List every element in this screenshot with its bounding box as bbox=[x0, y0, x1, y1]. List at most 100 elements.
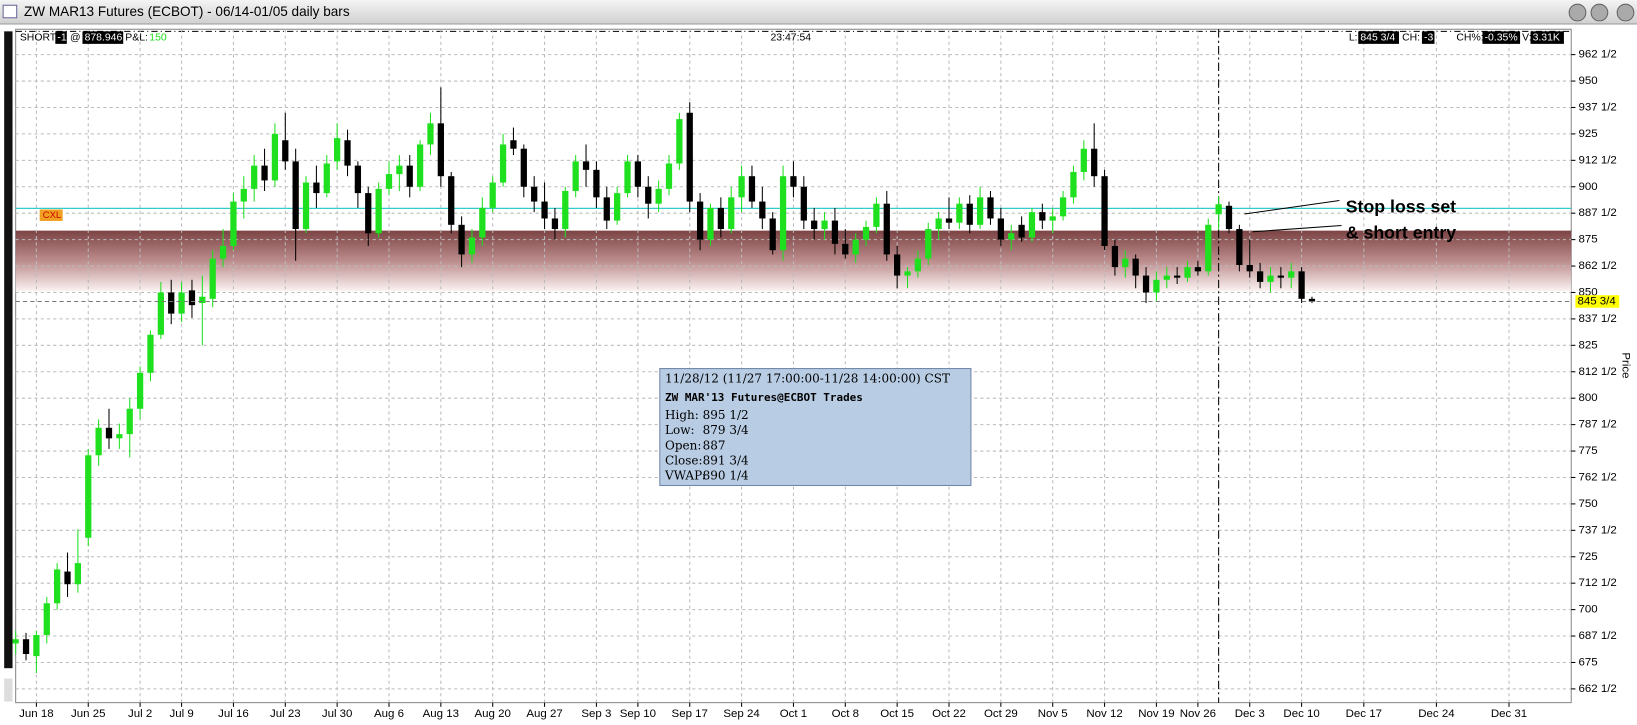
y-tick-label: 762 1/2 bbox=[1579, 472, 1617, 484]
candle-body bbox=[1215, 204, 1222, 215]
x-tick-label: Aug 13 bbox=[423, 708, 459, 720]
candle-body bbox=[1205, 224, 1212, 272]
candle-body bbox=[914, 258, 922, 272]
order-label-box bbox=[39, 209, 63, 221]
candle-body bbox=[448, 176, 455, 225]
candle-body bbox=[1163, 275, 1170, 280]
candle-body bbox=[178, 292, 185, 314]
x-tick-label: Jul 23 bbox=[270, 708, 301, 720]
candle-body bbox=[624, 161, 631, 194]
label-box bbox=[1358, 31, 1399, 44]
candle-body bbox=[551, 218, 559, 230]
candle-body bbox=[904, 271, 911, 276]
tooltip-field-value: 895 1/2 bbox=[703, 408, 749, 422]
candle-body bbox=[707, 207, 714, 240]
change: -3 bbox=[1424, 32, 1433, 43]
position: SHORT bbox=[20, 32, 57, 43]
candle-body bbox=[531, 186, 538, 202]
candle-body bbox=[1194, 267, 1202, 272]
y-tick-label: 925 bbox=[1579, 128, 1598, 140]
y-tick-label: 900 bbox=[1579, 181, 1598, 193]
candle-body bbox=[1153, 279, 1160, 293]
candle-body bbox=[12, 639, 19, 644]
x-tick-label: Oct 15 bbox=[880, 708, 914, 720]
y-tick-label: 862 1/2 bbox=[1579, 260, 1617, 272]
y-tick-label: 775 bbox=[1579, 445, 1598, 457]
candle-body bbox=[728, 197, 735, 230]
label-box bbox=[55, 31, 67, 44]
candle-body bbox=[1225, 205, 1233, 230]
y-tick-label: 937 1/2 bbox=[1579, 102, 1617, 114]
tooltip-field-name: VWAP: bbox=[664, 469, 706, 483]
candle-body bbox=[1298, 271, 1305, 299]
x-tick-label: Jun 25 bbox=[71, 708, 105, 720]
candle-body bbox=[935, 218, 942, 230]
candle-body bbox=[365, 193, 372, 234]
plot-area: 662 1/2 675 687 1/2 700 712 1/2 725 737 1/2 750… bbox=[12, 29, 1620, 720]
candle-body bbox=[43, 603, 50, 635]
x-tick-label: Jul 16 bbox=[218, 708, 249, 720]
candle-body bbox=[427, 123, 434, 145]
x-tick-label: Dec 3 bbox=[1235, 708, 1265, 720]
maximize-button[interactable] bbox=[1590, 3, 1609, 22]
candle-body bbox=[74, 563, 82, 585]
candle-body bbox=[230, 201, 237, 246]
candle-body bbox=[510, 140, 517, 149]
candle-body bbox=[344, 140, 351, 166]
close-button[interactable] bbox=[1616, 3, 1635, 22]
pnl-label: P&L: bbox=[125, 32, 148, 43]
candle-body bbox=[956, 203, 963, 223]
scrollbar[interactable] bbox=[4, 31, 13, 669]
candle-body bbox=[572, 161, 579, 191]
tooltip-field-name: Low: bbox=[665, 423, 695, 437]
candle-body bbox=[251, 165, 258, 189]
candle-body bbox=[147, 334, 154, 373]
candle-body bbox=[696, 201, 704, 240]
y-tick-label: 950 bbox=[1579, 75, 1598, 87]
candle-body bbox=[261, 165, 268, 181]
candle-body bbox=[95, 427, 102, 456]
y-tick-label: 837 1/2 bbox=[1579, 313, 1617, 325]
candle-body bbox=[925, 229, 932, 259]
y-tick-label: 662 1/2 bbox=[1579, 683, 1617, 695]
y-tick-label: 737 1/2 bbox=[1579, 524, 1617, 536]
minimize-button[interactable] bbox=[1568, 3, 1587, 22]
candle-body bbox=[665, 163, 673, 189]
clock: 23:47:54 bbox=[770, 32, 811, 43]
candle-body bbox=[105, 427, 113, 439]
candle-body bbox=[1236, 229, 1243, 265]
annotation: & short entry bbox=[1346, 223, 1457, 243]
candle-body bbox=[582, 161, 590, 170]
candle-body bbox=[821, 220, 828, 230]
candle-body bbox=[1256, 271, 1264, 282]
candle-body bbox=[831, 220, 839, 244]
candle-body bbox=[1174, 275, 1181, 278]
candle-body bbox=[375, 188, 382, 234]
x-tick-label: Jul 2 bbox=[128, 708, 152, 720]
candle-body bbox=[1008, 233, 1015, 240]
candle-body bbox=[634, 161, 642, 187]
tooltip-field-name: High: bbox=[665, 408, 699, 422]
candle-body bbox=[945, 218, 953, 223]
last-label: L: bbox=[1349, 32, 1358, 43]
candle-body bbox=[406, 165, 413, 187]
tooltip-field-value: 887 bbox=[703, 438, 726, 452]
y-tick-label: 912 1/2 bbox=[1579, 154, 1617, 166]
y-tick-label: 825 bbox=[1579, 339, 1598, 351]
tooltip-title: 11/28/12 (11/27 17:00:00-11/28 14:00:00)… bbox=[665, 371, 950, 385]
tooltip-field-value: 879 3/4 bbox=[703, 423, 749, 437]
tooltip-field-value: 891 3/4 bbox=[703, 453, 749, 467]
candle-body bbox=[157, 292, 164, 335]
candle-body bbox=[562, 190, 569, 230]
candle-body bbox=[116, 434, 123, 439]
candle-body bbox=[1132, 258, 1139, 276]
candle-body bbox=[987, 197, 994, 219]
candle-body bbox=[769, 218, 776, 251]
candle-body bbox=[458, 224, 465, 255]
x-tick-label: Sep 3 bbox=[581, 708, 611, 720]
annotation: Stop loss set bbox=[1346, 196, 1456, 216]
candle-body bbox=[1122, 258, 1129, 268]
candle-body bbox=[1070, 171, 1077, 198]
y-tick-label: 725 bbox=[1579, 551, 1598, 563]
candle-body bbox=[997, 218, 1004, 240]
